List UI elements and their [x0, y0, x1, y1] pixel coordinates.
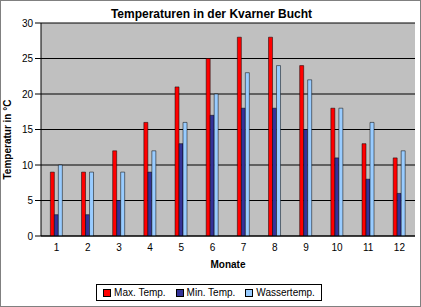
- svg-text:Monate: Monate: [211, 259, 246, 270]
- svg-text:8: 8: [272, 242, 278, 253]
- svg-text:2: 2: [85, 242, 91, 253]
- svg-text:25: 25: [22, 53, 34, 64]
- svg-text:10: 10: [22, 160, 34, 171]
- svg-text:15: 15: [22, 124, 34, 135]
- svg-text:3: 3: [116, 242, 122, 253]
- svg-text:5: 5: [27, 195, 33, 206]
- html-text:Max. Temp.: Max. Temp.: [114, 287, 166, 298]
- svg-text:Temperatur in °C: Temperatur in °C: [8, 100, 13, 180]
- svg-text:0: 0: [27, 231, 33, 242]
- svg-text:20: 20: [22, 89, 34, 100]
- svg-text:11: 11: [363, 242, 374, 253]
- svg-text:10: 10: [332, 242, 344, 253]
- svg-text:30: 30: [22, 18, 34, 29]
- svg-text:7: 7: [241, 242, 247, 253]
- svg-text:12: 12: [394, 242, 406, 253]
- html-text:Min. Temp.: Min. Temp.: [186, 287, 236, 298]
- svg-text:6: 6: [210, 242, 216, 253]
- html-text:Temperaturen in der Kvarner Bu: Temperaturen in der Kvarner Bucht: [110, 7, 313, 21]
- svg-text:4: 4: [147, 242, 153, 253]
- svg-text:9: 9: [303, 242, 309, 253]
- svg-text:1: 1: [54, 242, 60, 253]
- html-text:Wassertemp.: Wassertemp.: [256, 287, 315, 298]
- svg-text:5: 5: [178, 242, 184, 253]
